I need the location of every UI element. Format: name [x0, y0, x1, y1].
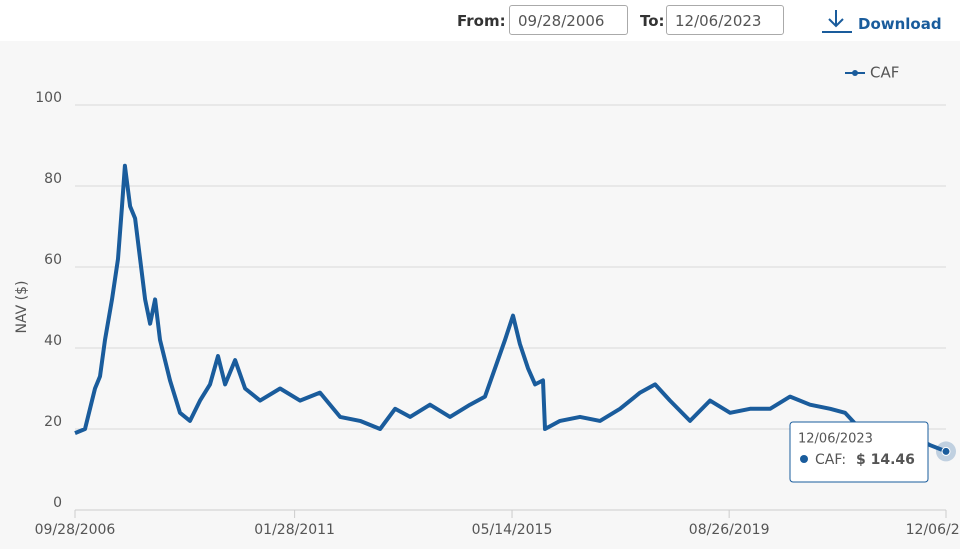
to-input[interactable]: 12/06/2023 [666, 5, 784, 35]
download-button[interactable]: Download [858, 15, 942, 33]
tooltip-series: CAF: [815, 452, 846, 468]
y-tick-label: 60 [44, 252, 62, 268]
y-tick-label: 100 [35, 90, 62, 106]
tooltip-marker [800, 455, 808, 463]
legend-label: CAF [870, 64, 899, 82]
to-label: To: [640, 12, 665, 30]
from-input[interactable]: 09/28/2006 [509, 5, 628, 35]
toolbar: From: 09/28/2006 To: 12/06/2023 Download [0, 0, 960, 41]
x-tick-label: 12/06/2023 [906, 522, 960, 538]
y-tick-label: 40 [44, 333, 62, 349]
y-tick-label: 0 [53, 495, 62, 511]
tooltip-value: $ 14.46 [856, 452, 915, 468]
tooltip: 12/06/2023 CAF: $ 14.46 [789, 421, 929, 483]
from-label: From: [457, 12, 506, 30]
tooltip-date: 12/06/2023 [798, 432, 873, 447]
data-line [74, 163, 947, 454]
download-icon[interactable] [820, 8, 856, 34]
y-tick-label: 80 [44, 171, 62, 187]
hover-point [941, 446, 951, 456]
y-tick-label: 20 [44, 414, 62, 430]
legend-symbol [852, 70, 858, 76]
tooltip-box [789, 421, 929, 483]
x-tick-label: 09/28/2006 [35, 522, 116, 538]
x-tick-label: 08/26/2019 [689, 522, 770, 538]
chart: NAV ($) 0 20 40 60 80 100 09/28/2006 01/28/2011… [0, 41, 960, 549]
x-tick-label: 01/28/2011 [254, 522, 335, 538]
x-tick-label: 05/14/2015 [472, 522, 553, 538]
y-axis-label: NAV ($) [14, 280, 30, 333]
